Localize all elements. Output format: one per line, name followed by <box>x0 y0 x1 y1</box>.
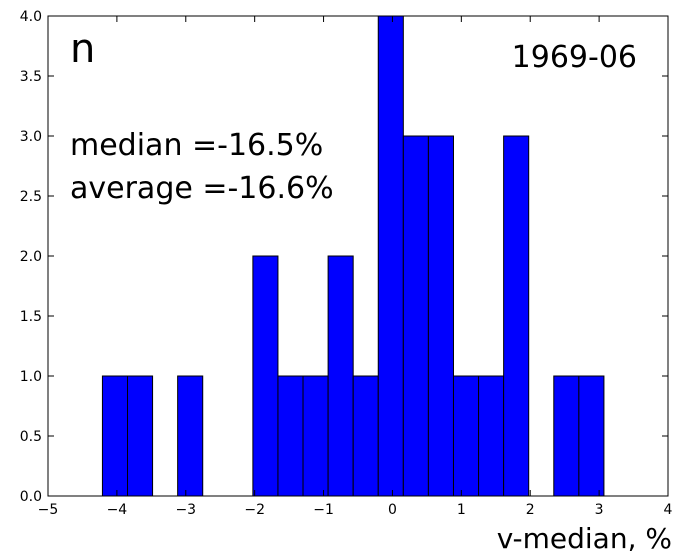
x-tick-label: −5 <box>38 502 59 518</box>
histogram-bar <box>553 375 580 497</box>
histogram-bar <box>452 375 480 497</box>
histogram-bar <box>578 375 605 497</box>
period-label: 1969-06 <box>512 40 637 75</box>
median-annotation: median =-16.5% <box>70 128 323 163</box>
y-tick-label: 0.0 <box>20 489 42 505</box>
histogram-bar <box>277 375 304 497</box>
x-tick-label: −4 <box>107 502 128 518</box>
histogram-bar <box>252 255 279 497</box>
histogram-bar <box>478 375 505 497</box>
histogram-bar <box>427 135 454 497</box>
histogram-bar <box>503 135 530 497</box>
x-axis-label: v-median, % <box>497 522 672 555</box>
y-tick-label: 2.0 <box>20 249 42 265</box>
bars-group <box>101 15 605 497</box>
histogram-bar <box>302 375 329 497</box>
histogram-bar <box>352 375 379 497</box>
histogram-bar <box>402 135 429 497</box>
panel-label: n <box>70 26 95 72</box>
x-tick-label: −2 <box>244 502 265 518</box>
histogram-bar <box>126 375 154 497</box>
x-tick-label: −3 <box>175 502 196 518</box>
x-tick-label: 1 <box>457 502 466 518</box>
histogram-bar <box>101 375 128 497</box>
average-annotation: average =-16.6% <box>70 171 334 206</box>
x-tick-label: 2 <box>526 502 535 518</box>
y-tick-label: 4.0 <box>20 9 42 25</box>
y-tick-label: 1.0 <box>20 369 42 385</box>
x-tick-label: 4 <box>664 502 673 518</box>
y-tick-label: 0.5 <box>20 429 42 445</box>
x-tick-label: 0 <box>388 502 397 518</box>
y-tick-label: 3.0 <box>20 129 42 145</box>
x-tick-label: 3 <box>595 502 604 518</box>
histogram-bar <box>327 255 354 497</box>
y-tick-label: 1.5 <box>20 309 42 325</box>
y-tick-label: 2.5 <box>20 189 42 205</box>
ticks-group: −5 −4 −3 −2 −1 0 1 2 3 4 0.0 0.5 1.0 1.5 2.0 2.5 3.0 3.5 4… <box>20 9 673 518</box>
histogram-bar <box>177 375 204 497</box>
histogram-bar <box>377 15 404 497</box>
y-tick-label: 3.5 <box>20 69 42 85</box>
x-tick-label: −1 <box>313 502 334 518</box>
